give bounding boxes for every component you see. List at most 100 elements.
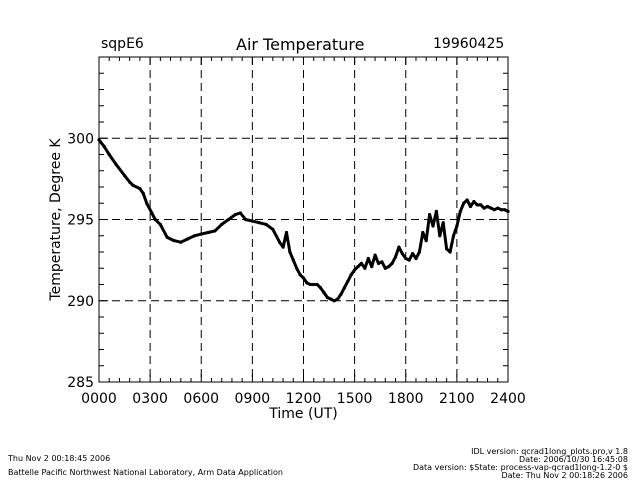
data-point <box>179 240 183 244</box>
data-point <box>448 250 452 254</box>
date-label: 19960425 <box>433 36 505 52</box>
data-point <box>165 235 169 239</box>
data-point <box>417 250 421 254</box>
data-point <box>472 200 476 204</box>
data-point <box>434 209 438 213</box>
data-point <box>390 261 394 265</box>
footer-data-date: Date: Thu Nov 2 00:18:26 2006 <box>501 471 628 480</box>
chart-title: Air Temperature <box>236 35 365 54</box>
data-point <box>153 217 157 222</box>
axis-labels: 0000 0300 0600 0900 1200 1500 1800 2100 2400 285 2… <box>48 131 526 422</box>
data-point <box>329 297 333 301</box>
data-point <box>475 203 479 207</box>
data-point <box>349 273 353 277</box>
data-point <box>465 198 469 202</box>
data-point <box>322 291 326 295</box>
footer-data-version: Data version: $State: process-vap-qcrad1… <box>412 463 628 472</box>
data-point <box>393 255 398 259</box>
data-point <box>186 237 190 241</box>
data-point <box>458 209 462 213</box>
data-point <box>492 208 496 212</box>
data-point <box>485 204 490 209</box>
data-point <box>325 295 329 300</box>
data-point <box>397 245 401 249</box>
footer-organization: Battelle Pacific Northwest National Labo… <box>8 468 283 477</box>
x-tick-label: 0900 <box>235 391 271 407</box>
data-point <box>284 230 289 235</box>
data-point <box>264 222 268 226</box>
x-tick-label: 0300 <box>132 391 168 407</box>
data-point <box>138 187 142 191</box>
x-tick-label: 0600 <box>183 391 219 407</box>
data-point <box>114 162 118 166</box>
data-point <box>301 276 306 280</box>
data-point <box>288 250 292 254</box>
footer-idl-date: Date: 2006/10/30 16:45:08 <box>519 455 628 464</box>
data-point <box>468 204 473 209</box>
data-point <box>141 191 145 196</box>
data-point <box>414 256 418 261</box>
data-point <box>131 183 135 187</box>
data-point <box>97 138 101 142</box>
x-tick-label: 2100 <box>439 391 475 407</box>
data-point <box>312 282 316 287</box>
data-point <box>431 224 435 228</box>
data-series <box>97 138 510 303</box>
grid-lines <box>99 57 508 382</box>
data-point <box>128 180 132 184</box>
data-point <box>404 256 408 261</box>
footer-idl-version: IDL version: qcrad1long_plots.pro,v 1.8 <box>471 447 628 456</box>
x-tick-label: 1200 <box>286 391 322 407</box>
data-point <box>503 208 507 212</box>
data-point <box>346 279 350 283</box>
data-point <box>424 239 428 243</box>
x-axis-label: Time (UT) <box>268 406 337 422</box>
data-point <box>479 203 483 207</box>
data-point <box>271 227 275 231</box>
x-tick-label: 1800 <box>388 391 424 407</box>
data-point <box>359 261 363 265</box>
data-point <box>441 221 445 225</box>
data-point <box>172 239 176 243</box>
data-point <box>281 245 285 249</box>
data-point <box>107 152 111 157</box>
data-point <box>206 230 210 235</box>
data-point <box>145 201 149 205</box>
data-point <box>411 252 415 256</box>
data-point <box>199 232 203 236</box>
data-point <box>455 224 459 228</box>
data-point <box>373 253 377 257</box>
data-point <box>428 213 432 217</box>
data-point <box>438 234 442 238</box>
data-point <box>387 265 391 269</box>
data-point <box>380 260 384 264</box>
data-point <box>102 144 106 148</box>
data-point <box>278 240 282 244</box>
data-point <box>298 273 302 277</box>
data-point <box>315 282 319 287</box>
data-point <box>305 281 309 285</box>
data-point <box>308 282 312 287</box>
data-point <box>332 299 336 303</box>
data-point <box>499 208 503 212</box>
data-point <box>123 174 127 178</box>
x-tick-label: 1500 <box>337 391 373 407</box>
data-point <box>451 234 456 238</box>
data-point <box>238 211 242 215</box>
data-point <box>336 297 340 301</box>
data-point <box>158 222 162 226</box>
data-point <box>233 213 237 217</box>
data-point <box>506 209 510 213</box>
data-point <box>363 266 367 270</box>
data-point <box>295 266 299 270</box>
x-tick-label: 2400 <box>490 391 526 407</box>
data-point <box>150 211 154 215</box>
data-point <box>213 229 217 233</box>
data-point <box>339 292 343 296</box>
data-point <box>226 217 231 222</box>
data-point <box>342 286 346 290</box>
axes <box>98 56 509 383</box>
data-point <box>244 217 248 222</box>
data-point <box>421 230 425 235</box>
